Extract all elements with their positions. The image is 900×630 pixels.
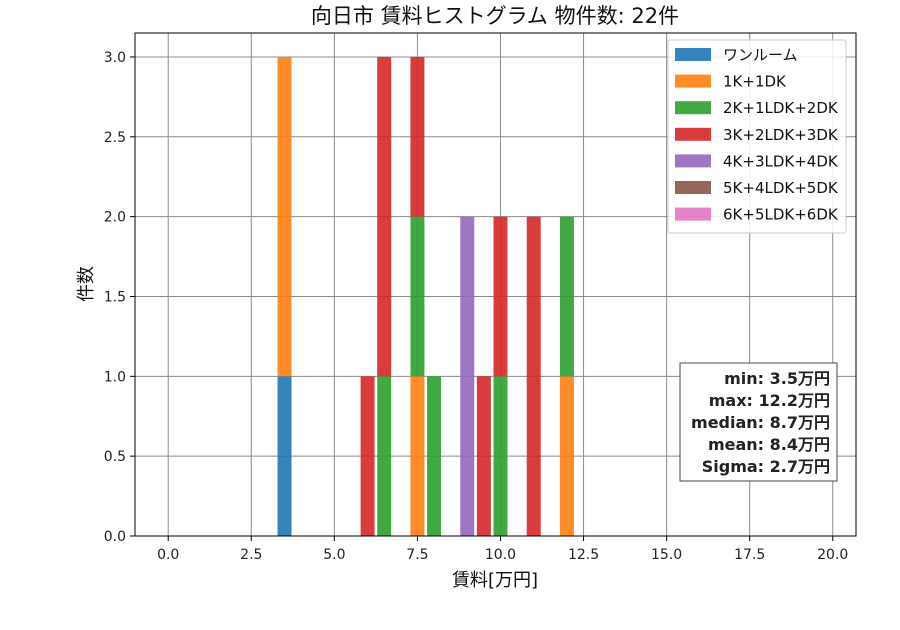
y-tick-label: 2.5 bbox=[104, 130, 126, 146]
y-tick-label: 0.5 bbox=[104, 449, 126, 465]
bar-3k-2ldk-3dk-11 bbox=[526, 216, 541, 536]
bar-2k-1ldk-2dk-12 bbox=[559, 216, 574, 377]
y-tick-label: 3.0 bbox=[104, 50, 126, 66]
bar-3k-2ldk-3dk-7-5 bbox=[410, 56, 425, 217]
legend-swatch-4k-3ldk-4dk bbox=[675, 154, 711, 168]
bar-3k-2ldk-3dk-10 bbox=[493, 216, 508, 377]
x-tick-label: 5.0 bbox=[323, 547, 345, 563]
bar-1k-1dk-7-5 bbox=[410, 376, 425, 536]
legend-swatch-2k-1ldk-2dk bbox=[675, 101, 711, 115]
legend-label-3k-2ldk-3dk: 3K+2LDK+3DK bbox=[723, 126, 839, 144]
legend-label-2k-1ldk-2dk: 2K+1LDK+2DK bbox=[723, 99, 839, 117]
bar-3k-2ldk-3dk-6 bbox=[360, 376, 375, 536]
stat-mean: mean: 8.4万円 bbox=[708, 435, 830, 454]
bar-4k-3ldk-4dk-9 bbox=[460, 216, 475, 536]
stat-min: min: 3.5万円 bbox=[724, 369, 830, 388]
legend-label-5k-4ldk-5dk: 5K+4LDK+5DK bbox=[723, 179, 839, 197]
bar-1k-1dk-3-5 bbox=[277, 56, 292, 377]
bars bbox=[277, 56, 574, 536]
legend-swatch-1k-1dk bbox=[675, 74, 711, 88]
legend-label-ワンルーム: ワンルーム bbox=[723, 46, 798, 64]
stats-frame bbox=[679, 362, 838, 482]
x-tick-label: 0.0 bbox=[157, 547, 179, 563]
y-tick-label: 1.0 bbox=[104, 369, 126, 385]
bar-2k-1ldk-2dk-6-5 bbox=[377, 376, 392, 536]
bar-3k-2ldk-3dk-9-5 bbox=[476, 376, 491, 536]
x-tick-label: 20.0 bbox=[817, 547, 848, 563]
bar-1k-1dk-12 bbox=[559, 376, 574, 536]
y-axis-label: 件数 bbox=[76, 266, 97, 302]
bar-2k-1ldk-2dk-7-5 bbox=[410, 216, 425, 377]
bar-2k-1ldk-2dk-10 bbox=[493, 376, 508, 536]
x-tick-label: 10.0 bbox=[485, 547, 516, 563]
y-tick-label: 1.5 bbox=[104, 289, 126, 305]
legend-label-6k-5ldk-6dk: 6K+5LDK+6DK bbox=[723, 206, 839, 224]
legend-swatch-5k-4ldk-5dk bbox=[675, 181, 711, 194]
stat-max: max: 12.2万円 bbox=[709, 391, 830, 410]
legend-swatch-ワンルーム bbox=[675, 48, 711, 61]
x-tick-label: 12.5 bbox=[568, 547, 599, 563]
bar-ワンルーム-3-5 bbox=[277, 376, 292, 536]
stats-box: min: 3.5万円 max: 12.2万円 median: 8.7万円 mea… bbox=[679, 362, 838, 482]
legend-label-1k-1dk: 1K+1DK bbox=[723, 73, 787, 91]
x-tick-label: 17.5 bbox=[734, 547, 765, 563]
x-tick-label: 7.5 bbox=[406, 547, 428, 563]
legend-swatch-6k-5ldk-6dk bbox=[675, 207, 711, 221]
bar-3k-2ldk-3dk-6-5 bbox=[377, 56, 392, 377]
chart-title: 向日市 賃料ヒストグラム 物件数: 22件 bbox=[311, 4, 679, 28]
legend: ワンルーム 1K+1DK 2K+1LDK+2DK 3K+2LDK+3DK 4K+3LDK… bbox=[667, 39, 847, 234]
stat-median: median: 8.7万円 bbox=[691, 413, 830, 432]
bar-2k-1ldk-2dk-8 bbox=[427, 376, 442, 536]
x-tick-label: 2.5 bbox=[240, 547, 262, 563]
axis-ticks: 0.0 2.5 5.0 7.5 10.0 12.5 15.0 17.5 20.0 0.0 0.5 1.… bbox=[104, 50, 849, 563]
y-tick-label: 0.0 bbox=[104, 529, 126, 545]
stat-sigma: Sigma: 2.7万円 bbox=[702, 457, 830, 476]
legend-frame bbox=[667, 39, 847, 234]
legend-label-4k-3ldk-4dk: 4K+3LDK+4DK bbox=[723, 152, 839, 170]
x-axis-label: 賃料[万円] bbox=[452, 570, 538, 591]
x-tick-label: 15.0 bbox=[651, 547, 682, 563]
plot-frame bbox=[134, 32, 857, 537]
legend-swatch-3k-2ldk-3dk bbox=[675, 127, 711, 141]
y-tick-label: 2.0 bbox=[104, 210, 126, 226]
